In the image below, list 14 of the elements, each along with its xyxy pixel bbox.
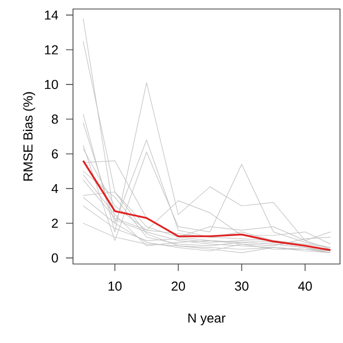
- y-tick-label: 0: [52, 253, 58, 263]
- y-tick-label: 8: [52, 114, 58, 124]
- x-tick-label: 30: [234, 282, 248, 291]
- x-tick-label: 10: [108, 282, 122, 291]
- y-axis-title: RMSE Bias (%): [23, 92, 36, 181]
- y-tick-label: 4: [52, 184, 58, 194]
- y-tick-label: 6: [52, 149, 58, 158]
- y-tick-label: 12: [44, 45, 58, 54]
- y-tick-label: 14: [44, 10, 58, 20]
- y-tick-label: 10: [44, 80, 58, 90]
- y-tick-label: 2: [52, 218, 58, 228]
- x-axis-title: N year: [188, 314, 226, 326]
- x-tick-label: 20: [172, 282, 186, 291]
- x-tick-label: 40: [298, 282, 312, 291]
